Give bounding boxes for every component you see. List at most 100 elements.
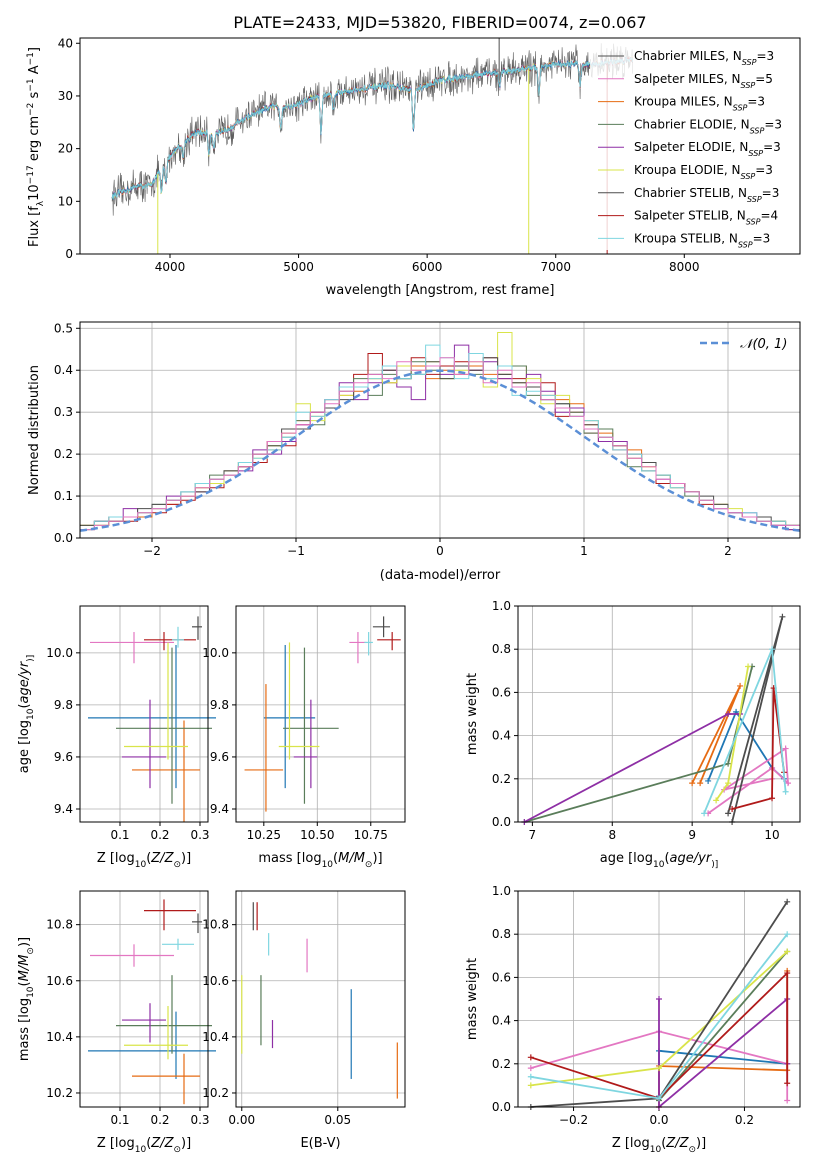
age_vs_mass-panel: 10.25 10.50 10.75 9.4 9.6 9.8 10.0 mass [log10(…	[202, 605, 406, 870]
x-tick-label: −0.2	[559, 1113, 588, 1127]
errorbar-salpeter_elodie	[122, 699, 166, 789]
errorbar-kroupa_miles	[132, 1053, 200, 1105]
legend-label: Kroupa ELODIE, NSSP=3	[634, 163, 773, 181]
y-tick-label: 10.2	[46, 1086, 73, 1100]
massweight_vs_age-ylabel: mass weight	[465, 673, 480, 755]
y-tick-label: 40	[58, 36, 73, 50]
y-tick-label: 0.6	[492, 685, 511, 699]
marker-salpeter_elodie	[725, 711, 732, 717]
errorbar-salpeter_stelib	[144, 899, 196, 931]
x-tick-label: 0.2	[735, 1113, 754, 1127]
x-tick-label: 1	[580, 544, 588, 558]
errorbar-kroupa_elodie	[278, 642, 320, 760]
y-tick-label: 0.3	[54, 405, 73, 419]
marker-salpeter_stelib	[769, 795, 776, 802]
legend-label: Kroupa STELIB, NSSP=3	[634, 231, 770, 249]
marker-kroupa_elodie	[713, 797, 720, 804]
x-tick-label: 0.2	[150, 828, 169, 842]
y-tick-label: 0.2	[492, 772, 511, 786]
x-tick-label: 0.00	[228, 1113, 255, 1127]
y-tick-label: 10	[58, 194, 73, 208]
marker-kroupa_stelib	[784, 931, 791, 938]
marker-salpeter_stelib	[784, 1080, 791, 1087]
line-salpeter_stelib	[530, 970, 789, 1100]
y-tick-label: 20	[58, 142, 73, 156]
marker-kroupa_stelib	[701, 810, 708, 817]
marker-chabrier_miles	[705, 777, 712, 784]
x-tick-label: 8	[608, 828, 616, 842]
y-tick-label: 9.8	[210, 698, 229, 712]
y-tick-label: 30	[58, 89, 73, 103]
marker-salpeter_elodie	[656, 996, 662, 1002]
y-tick-label: 1.0	[492, 884, 511, 898]
x-tick-label: 0.2	[150, 1113, 169, 1127]
y-tick-label: 10.2	[202, 1086, 229, 1100]
errorbar-salpeter_elodie	[293, 699, 318, 789]
mass_vs_ebv-xlabel: E(B-V)	[300, 1136, 340, 1151]
marker-salpeter_stelib	[729, 806, 736, 813]
y-tick-label: 0.1	[54, 489, 73, 503]
age_vs_Z-ylabel: age [log10(age/yr)]	[17, 655, 36, 773]
axes-frame	[79, 321, 801, 539]
marker-chabrier_stelib	[784, 898, 791, 905]
y-tick-label: 9.8	[54, 698, 73, 712]
y-tick-label: 0.4	[492, 729, 511, 743]
axes-frame	[517, 605, 801, 823]
y-tick-label: 1.0	[492, 599, 511, 613]
normal-curve	[80, 369, 800, 532]
line-salpeter_miles	[707, 746, 790, 815]
marker-chabrier_stelib	[725, 810, 732, 817]
x-tick-label: 0.1	[110, 1113, 129, 1127]
y-tick-label: 0.8	[492, 642, 511, 656]
residuals-panel: −2 −1 0 1 2 0.0 0.1 0.2 0.3 0.4 0.5 (data-model)/e…	[27, 321, 801, 583]
legend-box	[590, 42, 798, 250]
residuals-ylabel: Normed distribution	[27, 365, 42, 495]
errorbar-salpeter_miles	[349, 632, 367, 664]
y-tick-label: 10.4	[202, 1030, 229, 1044]
errorbar-salpeter_stelib	[144, 632, 196, 651]
x-tick-label: 10.25	[247, 828, 281, 842]
y-tick-label: 0.8	[492, 927, 511, 941]
marker-kroupa_elodie	[725, 780, 732, 787]
y-tick-label: 9.4	[210, 802, 229, 816]
marker-salpeter_miles	[785, 780, 792, 787]
massweight_vs_age-xlabel: age [log10(age/yr)]	[600, 851, 718, 870]
x-tick-label: 7	[529, 828, 537, 842]
line-chabrier_elodie	[658, 950, 788, 1102]
marker-kroupa_stelib	[769, 646, 776, 653]
marker-kroupa_stelib	[656, 1095, 662, 1102]
errorbar-chabrier_miles	[88, 645, 216, 789]
spectrum-legend: Chabrier MILES, NSSP=3 Salpeter MILES, NS…	[590, 42, 798, 250]
x-tick-label: 0.3	[190, 1113, 209, 1127]
errorbar-salpeter_miles	[90, 944, 174, 967]
legend-label: Salpeter STELIB, NSSP=4	[634, 209, 778, 227]
massweight_vs_Z-panel: −0.2 0.0 0.2 0.0 0.2 0.4 0.6 0.8 1.0 Z [log10(Z/Z…	[465, 884, 801, 1155]
line-kroupa_miles	[691, 685, 741, 784]
mass_vs_Z-xlabel: Z [log10(Z/Z⊙)]	[97, 1136, 191, 1155]
x-tick-label: 8000	[669, 260, 700, 274]
errorbar-chabrier_elodie	[116, 975, 212, 1054]
x-tick-label: 2	[724, 544, 732, 558]
age_vs_Z-xlabel: Z [log10(Z/Z⊙)]	[97, 851, 191, 870]
x-tick-label: 7000	[540, 260, 571, 274]
legend-label: Chabrier MILES, NSSP=3	[634, 49, 774, 67]
axes-frame	[79, 605, 209, 823]
residuals-xlabel: (data-model)/error	[380, 568, 501, 583]
marker-salpeter_miles	[782, 745, 789, 752]
age_vs_mass-xlabel: mass [log10(M/M⊙)]	[258, 851, 382, 870]
y-tick-label: 0.0	[54, 531, 73, 545]
axes-frame	[517, 890, 801, 1108]
x-tick-label: 10.75	[354, 828, 388, 842]
marker-kroupa_miles	[737, 682, 744, 689]
marker-kroupa_stelib	[527, 1073, 534, 1080]
axes-frame	[79, 37, 801, 255]
x-tick-label: 0.3	[190, 828, 209, 842]
marker-kroupa_elodie	[784, 948, 791, 955]
y-tick-label: 10.0	[202, 646, 229, 660]
mass_vs_Z-panel: 0.1 0.2 0.3 10.2 10.4 10.6 10.8 Z [log10(Z/Z⊙)]…	[17, 890, 216, 1155]
errorbar-chabrier_elodie	[116, 647, 212, 804]
y-tick-label: 10.4	[46, 1030, 73, 1044]
histograms	[80, 332, 800, 535]
histogram-kroupa_stelib	[80, 344, 800, 531]
